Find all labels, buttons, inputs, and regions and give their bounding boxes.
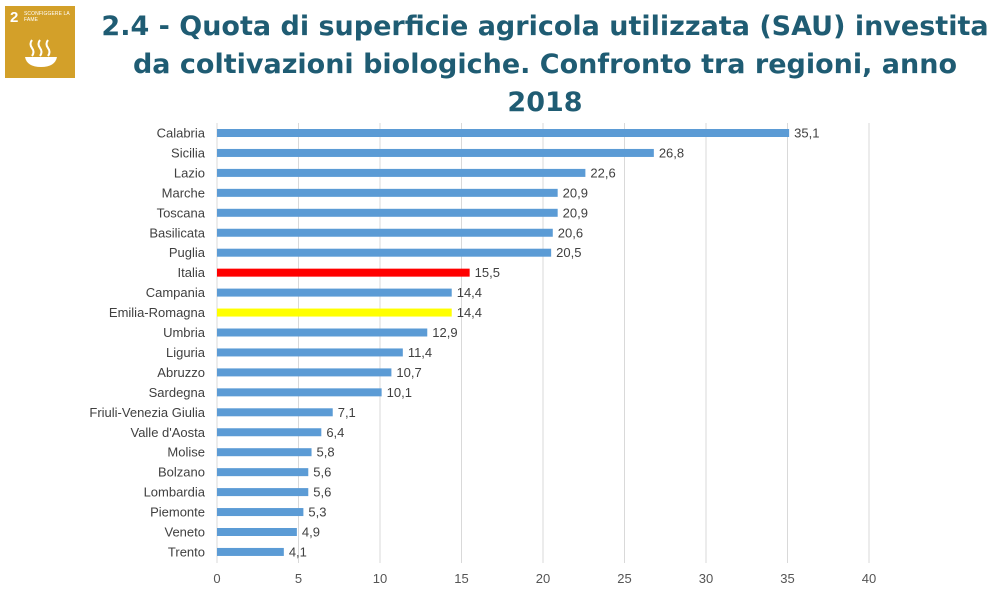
category-label: Lazio xyxy=(174,165,205,180)
data-label: 6,4 xyxy=(326,425,344,440)
category-label: Friuli-Venezia Giulia xyxy=(89,405,205,420)
bar xyxy=(217,388,382,397)
category-label: Trento xyxy=(168,544,205,559)
bar xyxy=(217,428,322,437)
category-label: Calabria xyxy=(157,126,206,141)
category-label: Molise xyxy=(167,445,205,460)
data-label: 15,5 xyxy=(475,265,500,280)
x-tick-label: 15 xyxy=(454,571,468,586)
data-label: 10,7 xyxy=(396,365,421,380)
category-label: Italia xyxy=(178,265,206,280)
category-label: Liguria xyxy=(166,345,206,360)
data-label: 20,6 xyxy=(558,225,583,240)
title-line-2: da coltivazioni biologiche. Confronto tr… xyxy=(132,49,958,118)
bar xyxy=(217,547,284,556)
data-label: 5,8 xyxy=(317,445,335,460)
bar xyxy=(217,228,553,237)
category-label: Sicilia xyxy=(171,145,206,160)
data-label: 5,3 xyxy=(308,505,326,520)
category-label: Emilia-Romagna xyxy=(109,305,206,320)
category-label: Piemonte xyxy=(150,505,205,520)
chart-data-labels: 35,126,822,620,920,920,620,515,514,414,4… xyxy=(289,126,820,560)
bar xyxy=(217,328,428,337)
data-label: 14,4 xyxy=(457,285,482,300)
bar xyxy=(217,368,392,377)
bar xyxy=(217,528,297,536)
data-label: 26,8 xyxy=(659,145,684,160)
bar xyxy=(217,448,312,457)
bar xyxy=(217,168,586,177)
x-tick-label: 40 xyxy=(862,571,876,586)
category-label: Sardegna xyxy=(149,385,206,400)
bar xyxy=(217,468,309,477)
category-label: Basilicata xyxy=(149,225,205,240)
sdg-goal-text: Sconfiggere la fame xyxy=(24,11,70,23)
data-label: 20,5 xyxy=(556,245,581,260)
sdg-goal-badge: 2 Sconfiggere la fame xyxy=(5,6,75,78)
category-label: Umbria xyxy=(163,325,206,340)
bar xyxy=(217,129,790,137)
data-label: 12,9 xyxy=(432,325,457,340)
data-label: 4,1 xyxy=(289,544,307,559)
food-bowl-icon xyxy=(25,39,57,67)
x-tick-label: 25 xyxy=(617,571,631,586)
data-label: 20,9 xyxy=(563,185,588,200)
bar xyxy=(217,288,452,297)
category-label: Bolzano xyxy=(158,465,205,480)
data-label: 11,4 xyxy=(408,345,432,360)
bar xyxy=(217,508,304,517)
bar xyxy=(217,348,403,357)
data-label: 5,6 xyxy=(313,485,331,500)
bar xyxy=(217,188,558,197)
data-label: 10,1 xyxy=(387,385,412,400)
bar xyxy=(217,208,558,217)
data-label: 20,9 xyxy=(563,205,588,220)
category-label: Valle d'Aosta xyxy=(130,425,205,440)
category-label: Lombardia xyxy=(144,485,206,500)
category-label: Puglia xyxy=(169,245,206,260)
data-label: 14,4 xyxy=(457,305,482,320)
category-label: Veneto xyxy=(165,525,206,540)
category-label: Toscana xyxy=(157,205,206,220)
category-label: Marche xyxy=(162,185,205,200)
title-line-1: 2.4 - Quota di superficie agricola utili… xyxy=(101,11,989,42)
data-label: 35,1 xyxy=(794,126,819,141)
data-label: 5,6 xyxy=(313,465,331,480)
sdg-goal-number: 2 xyxy=(10,9,19,26)
category-label: Abruzzo xyxy=(157,365,205,380)
bar xyxy=(217,148,654,157)
bar xyxy=(217,408,333,417)
data-label: 7,1 xyxy=(338,405,356,420)
bar xyxy=(217,268,470,277)
bar xyxy=(217,488,309,497)
data-label: 4,9 xyxy=(302,525,320,540)
bar xyxy=(217,248,552,257)
x-tick-label: 10 xyxy=(373,571,387,586)
x-tick-label: 0 xyxy=(213,571,220,586)
page-title: 2.4 - Quota di superficie agricola utili… xyxy=(100,8,990,122)
chart-bars xyxy=(217,129,790,556)
x-tick-label: 30 xyxy=(699,571,713,586)
chart-x-axis-ticks: 0 5 10 15 20 25 30 35 40 xyxy=(213,571,876,586)
category-label: Campania xyxy=(146,285,206,300)
x-tick-label: 5 xyxy=(295,571,302,586)
bar xyxy=(217,308,452,317)
data-label: 22,6 xyxy=(590,165,615,180)
chart-category-labels: Calabria Sicilia Lazio Marche Toscana Basilic… xyxy=(89,126,205,560)
x-tick-label: 20 xyxy=(536,571,550,586)
x-tick-label: 35 xyxy=(780,571,794,586)
